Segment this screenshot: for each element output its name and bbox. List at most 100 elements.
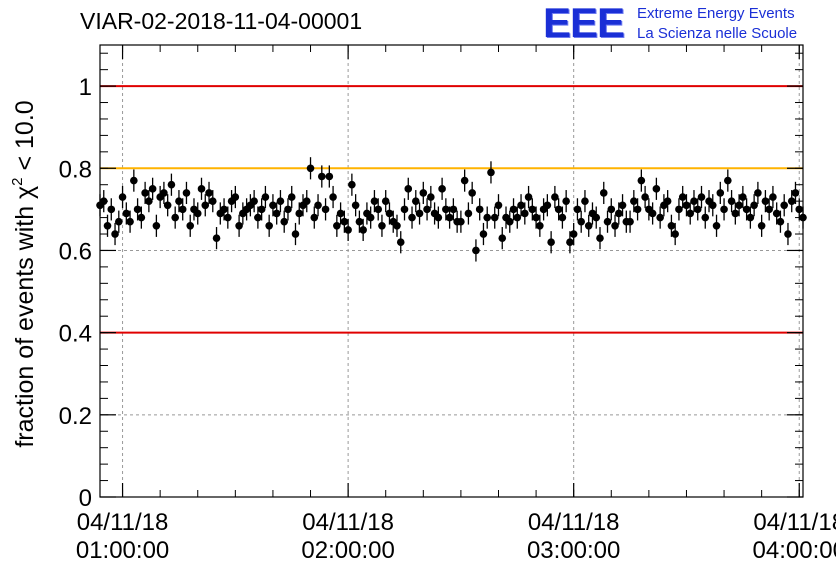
data-point [152, 222, 161, 230]
data-point [735, 201, 743, 210]
x-tick-date: 04/11/18 [302, 509, 394, 536]
data-point [566, 238, 574, 247]
data-point [637, 176, 646, 185]
data-point [415, 209, 424, 218]
data-point [780, 201, 789, 210]
x-tick-date: 04/11/18 [528, 509, 620, 536]
data-point [554, 205, 563, 214]
data-point [148, 185, 157, 193]
data-point [791, 189, 800, 197]
data-point [408, 213, 416, 222]
data-point [475, 205, 484, 214]
data-point [212, 234, 221, 242]
data-point [652, 185, 661, 193]
data-point [449, 205, 458, 214]
data-point [626, 217, 634, 226]
data-point [746, 213, 755, 222]
data-point [404, 185, 413, 193]
data-point [716, 189, 725, 197]
data-point [757, 222, 766, 230]
data-point [130, 176, 138, 185]
data-point [370, 197, 379, 205]
data-point [344, 226, 352, 234]
y-tick-label: 1 [79, 74, 92, 101]
data-point [141, 189, 149, 197]
x-tick-time: 02:00:00 [301, 537, 394, 564]
plot-frame [99, 44, 804, 498]
data-point [671, 230, 679, 238]
data-point [468, 189, 476, 197]
data-point [385, 209, 394, 218]
data-point [562, 197, 570, 205]
data-point [517, 201, 525, 210]
data-point [633, 205, 642, 214]
y-label-chi: χ [11, 186, 39, 199]
data-point [682, 201, 691, 210]
data-point [521, 209, 529, 218]
data-point [160, 189, 168, 197]
data-point [701, 213, 710, 222]
data-point [498, 234, 507, 242]
data-point [772, 209, 781, 218]
data-point [314, 201, 322, 210]
data-point [532, 213, 540, 222]
data-point [434, 213, 443, 222]
data-point [178, 205, 187, 214]
data-point [257, 205, 266, 214]
eee-logo-mark: EEE [543, 0, 625, 46]
data-point [445, 213, 454, 222]
data-point [708, 201, 717, 210]
chart-title: VIAR-02-2018-11-04-00001 [80, 8, 363, 34]
data-point [754, 189, 762, 197]
y-label-main: fraction of events with [11, 199, 39, 448]
data-point [611, 222, 619, 230]
data-point [479, 230, 488, 238]
x-tick-time: 04:00:00 [753, 537, 836, 564]
data-point [295, 209, 304, 218]
y-label-superscript: 2 [9, 177, 26, 185]
data-point [765, 205, 773, 214]
data-point [114, 217, 123, 226]
grid-lines [100, 45, 803, 497]
data-point [573, 205, 582, 214]
data-points [96, 157, 807, 262]
data-point [731, 209, 740, 218]
data-point [678, 193, 687, 201]
data-point [145, 197, 153, 205]
data-point [333, 222, 341, 230]
data-point [641, 193, 649, 201]
data-point [614, 209, 623, 218]
data-point [675, 205, 683, 214]
data-point [795, 205, 804, 214]
data-point [536, 222, 544, 230]
data-point [460, 176, 469, 185]
data-point [269, 201, 277, 210]
data-point [509, 205, 518, 214]
data-point [686, 209, 695, 218]
data-point [265, 222, 273, 230]
data-point [197, 185, 206, 193]
data-point [656, 213, 664, 222]
data-point [505, 217, 514, 226]
data-point [596, 234, 604, 242]
data-point [558, 213, 567, 222]
data-point [663, 197, 672, 205]
data-point [739, 193, 747, 201]
data-point [761, 197, 770, 205]
data-point [235, 222, 243, 230]
data-point [581, 197, 589, 205]
eee-logo: EEE Extreme Energy Events La Scienza nel… [543, 0, 833, 46]
data-point [224, 213, 232, 222]
data-point [336, 209, 345, 218]
data-point [776, 217, 785, 226]
data-point [607, 205, 616, 214]
data-point [464, 209, 473, 218]
data-point [727, 197, 736, 205]
x-tick-time: 01:00:00 [76, 537, 169, 564]
x-tick-time: 03:00:00 [527, 537, 620, 564]
data-point [577, 217, 585, 226]
data-point [118, 193, 127, 201]
data-point [208, 197, 217, 205]
data-point [442, 205, 450, 214]
